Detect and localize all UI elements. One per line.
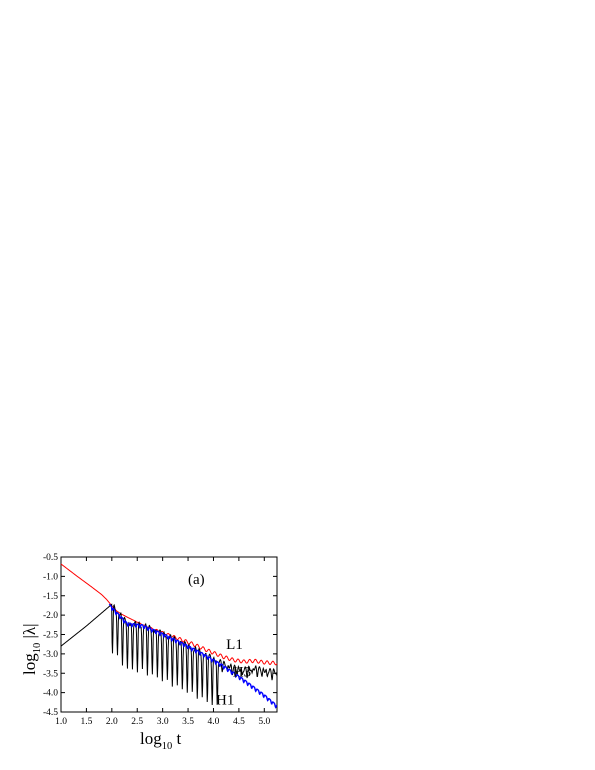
x-tick-label: 4.0 [208, 717, 220, 727]
y-tick-label: -0.5 [43, 553, 58, 563]
series-label-l1: L1 [226, 637, 243, 653]
y-axis-title: log10 |λ| [20, 623, 43, 675]
y-tick-label: -4.0 [43, 689, 58, 699]
x-tick-label: 2.5 [131, 717, 143, 727]
x-tick-label: 3.5 [182, 717, 194, 727]
series-line-h3 [60, 603, 278, 705]
x-tick-label: 2.0 [106, 717, 118, 727]
panel-label: (a) [188, 572, 205, 588]
series-curves [60, 563, 278, 709]
y-tick-label: -3.5 [43, 669, 58, 679]
x-tick-label: 1.0 [55, 717, 67, 727]
y-tick-label: -3.0 [43, 650, 58, 660]
series-label-h1: H1 [216, 692, 234, 708]
x-axis-title: log10 t [140, 729, 181, 752]
series-line-h1 [108, 603, 278, 709]
series-labels: L1 H3 H1 [216, 637, 251, 708]
y-tick-label: -4.5 [43, 708, 58, 718]
x-tick-label: 4.5 [233, 717, 245, 727]
axis-ticks: 1.0 1.5 2.0 2.5 3.0 3.5 4.0 4.5 5.0 -0.5 -1.0 -1.5 -… [43, 553, 277, 727]
x-tick-label: 1.5 [80, 717, 92, 727]
x-tick-label: 3.0 [157, 717, 169, 727]
y-tick-label: -2.0 [43, 611, 58, 621]
series-line-l1 [60, 563, 278, 666]
series-label-h3: H3 [233, 664, 251, 680]
x-tick-label: 5.0 [258, 717, 270, 727]
y-tick-label: -1.0 [43, 572, 58, 582]
y-tick-label: -1.5 [43, 592, 58, 602]
y-tick-label: -2.5 [43, 631, 58, 641]
